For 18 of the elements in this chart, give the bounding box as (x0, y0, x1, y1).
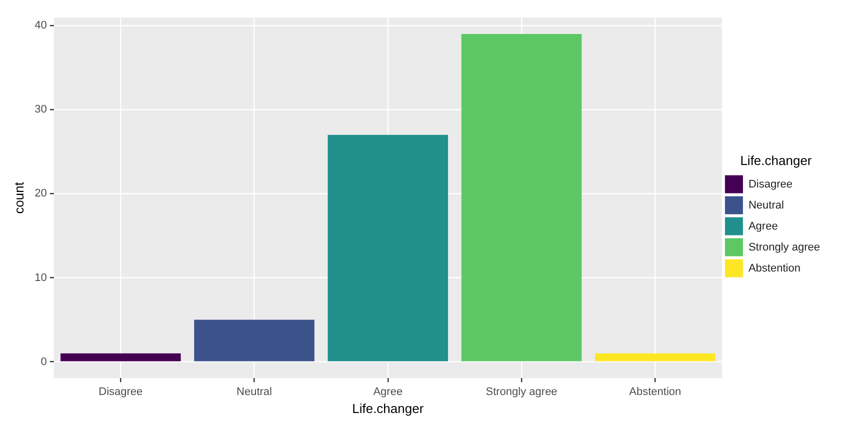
y-tick-label: 10 (34, 272, 47, 284)
legend-label: Neutral (748, 199, 784, 212)
y-axis-title: count (11, 182, 26, 214)
legend-label: Abstention (748, 262, 800, 274)
y-tick-label: 20 (34, 188, 47, 200)
x-tick-label: Disagree (98, 386, 143, 398)
x-tick-label: Abstention (629, 386, 682, 398)
y-tick-label: 40 (34, 20, 47, 32)
x-tick-label: Strongly agree (486, 386, 558, 398)
x-axis-title: Life.changer (352, 400, 424, 416)
x-tick-label: Neutral (236, 386, 272, 398)
legend-label: Agree (748, 220, 778, 232)
legend-label: Strongly agree (748, 241, 820, 254)
y-tick-label: 30 (34, 104, 47, 116)
legend-title: Life.changer (740, 152, 812, 168)
y-tick-label: 0 (40, 356, 47, 368)
legend-label: Disagree (748, 178, 792, 190)
x-tick-label: Agree (373, 386, 403, 398)
